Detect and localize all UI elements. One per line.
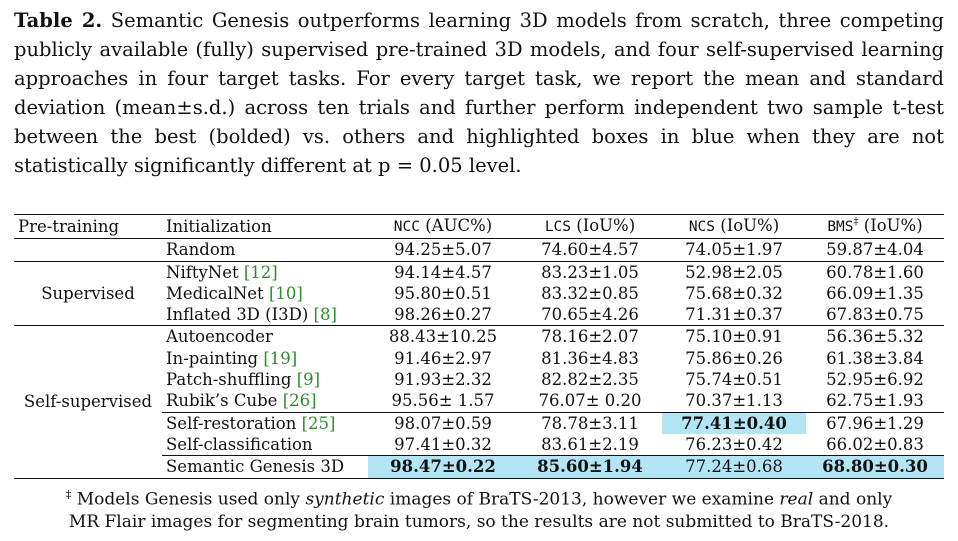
cell-ncs-best-highlighted: 77.41±0.40: [662, 411, 806, 434]
table-row: Patch-shuffling [9] 91.93±2.32 82.82±2.3…: [14, 369, 944, 390]
citation-link[interactable]: [8]: [313, 305, 337, 325]
cell-ncs: 75.74±0.51: [685, 370, 783, 390]
cell-lcs: 83.23±1.05: [541, 262, 639, 282]
citation-link[interactable]: [19]: [263, 348, 298, 368]
table-row: Self-restoration [25] 98.07±0.59 78.78±3…: [14, 411, 944, 434]
row-initialization: In-painting [19]: [166, 348, 298, 368]
cell-lcs: 78.78±3.11: [518, 411, 662, 434]
cell-bms: 61.38±3.84: [826, 348, 924, 368]
row-initialization: Semantic Genesis 3D: [162, 455, 368, 479]
table-header: Pre-training Initialization NCC (AUC%) L…: [14, 214, 944, 239]
header-ncc: NCC (AUC%): [393, 216, 493, 235]
cell-ncs: 75.68±0.32: [685, 283, 783, 303]
cell-lcs: 82.82±2.35: [541, 370, 639, 390]
table-row: Semantic Genesis 3D 98.47±0.22 85.60±1.9…: [14, 455, 944, 479]
cell-bms: 60.78±1.60: [826, 262, 924, 282]
table-row: MedicalNet [10] 95.80±0.51 83.32±0.85 75…: [14, 283, 944, 304]
cell-lcs: 81.36±4.83: [541, 348, 639, 368]
table-row: Random 94.25±5.07 74.60±4.57 74.05±1.97 …: [14, 239, 944, 261]
table-row: Supervised NiftyNet [12] 94.14±4.57 83.2…: [14, 261, 944, 303]
cell-bms: 52.95±6.92: [826, 370, 924, 390]
table-row: Rubik’s Cube [26] 95.56± 1.57 76.07± 0.2…: [14, 390, 944, 412]
cell-lcs: 74.60±4.57: [541, 240, 639, 260]
results-table: Pre-training Initialization NCC (AUC%) L…: [14, 214, 944, 479]
cell-bms: 62.75±1.93: [826, 391, 924, 411]
cell-bms: 67.83±0.75: [826, 305, 924, 325]
cell-ncs: 76.23±0.42: [685, 434, 783, 454]
cell-lcs: 78.16±2.07: [541, 327, 639, 347]
cell-ncc: 95.56± 1.57: [391, 391, 495, 411]
header-initialization: Initialization: [166, 217, 272, 236]
cell-ncs: 52.98±2.05: [685, 262, 783, 282]
citation-link[interactable]: [25]: [301, 413, 336, 433]
cell-ncs: 71.31±0.37: [685, 305, 783, 325]
cell-ncc: 98.26±0.27: [394, 305, 492, 325]
table-caption: Table 2. Semantic Genesis outperforms le…: [14, 6, 944, 180]
group-baseline: Random 94.25±5.07 74.60±4.57 74.05±1.97 …: [14, 239, 944, 262]
cell-ncs: 75.86±0.26: [685, 348, 783, 368]
citation-link[interactable]: [26]: [282, 391, 317, 411]
cell-ncs-highlighted: 77.24±0.68: [662, 455, 806, 479]
group-label: [14, 239, 162, 261]
row-initialization: Random: [166, 240, 236, 260]
cell-bms-best-highlighted: 68.80±0.30: [806, 455, 944, 479]
table-row: Inflated 3D (I3D) [8] 98.26±0.27 70.65±4…: [14, 304, 944, 326]
group-self-supervised: Self-supervised Autoencoder 88.43±10.25 …: [14, 326, 944, 479]
header-lcs: LCS (IoU%): [544, 216, 636, 235]
cell-lcs: 70.65±4.26: [541, 305, 639, 325]
row-initialization: Self-classification: [166, 434, 313, 454]
cell-lcs: 83.32±0.85: [541, 283, 639, 303]
cell-ncc-best-highlighted: 98.47±0.22: [368, 455, 518, 479]
citation-link[interactable]: [9]: [296, 370, 321, 390]
cell-bms: 66.09±1.35: [826, 283, 924, 303]
table-row: Self-supervised Autoencoder 88.43±10.25 …: [14, 326, 944, 411]
cell-ncc: 88.43±10.25: [388, 327, 498, 347]
row-initialization: Patch-shuffling [9]: [166, 370, 321, 390]
cell-ncs: 74.05±1.97: [685, 240, 783, 260]
caption-text: Semantic Genesis outperforms learning 3D…: [14, 9, 945, 177]
footnote-line-1: ‡ Models Genesis used only synthetic ima…: [65, 488, 893, 510]
row-initialization: Autoencoder: [166, 327, 273, 347]
cell-ncc: 91.46±2.97: [394, 348, 492, 368]
row-initialization: MedicalNet [10]: [166, 283, 303, 303]
cell-ncc: 97.41±0.32: [394, 434, 492, 454]
group-label: Supervised: [41, 283, 135, 303]
cell-lcs-best-highlighted: 85.60±1.94: [518, 455, 662, 479]
cell-ncc: 94.14±4.57: [394, 262, 492, 282]
table-footnote: ‡ Models Genesis used only synthetic ima…: [14, 484, 944, 533]
table-row: In-painting [19] 91.46±2.97 81.36±4.83 7…: [14, 348, 944, 369]
header-pretraining: Pre-training: [18, 217, 120, 236]
row-initialization: Rubik’s Cube [26]: [166, 391, 317, 411]
row-initialization: Inflated 3D (I3D) [8]: [166, 305, 337, 325]
cell-bms: 67.96±1.29: [806, 411, 944, 434]
citation-link[interactable]: [12]: [243, 262, 278, 282]
cell-ncc: 91.93±2.32: [394, 370, 492, 390]
row-initialization: Self-restoration [25]: [162, 411, 368, 434]
group-label: Self-supervised: [23, 392, 153, 412]
footnote-line-2: MR Flair images for segmenting brain tum…: [68, 511, 890, 532]
cell-ncs: 75.10±0.91: [685, 327, 783, 347]
cell-ncc: 95.80±0.51: [394, 283, 492, 303]
caption-label: Table 2.: [14, 9, 103, 32]
cell-bms: 59.87±4.04: [826, 240, 924, 260]
header-ncs: NCS (IoU%): [688, 216, 780, 235]
header-bms: BMS‡ (IoU%): [827, 216, 923, 235]
results-table-container: Pre-training Initialization NCC (AUC%) L…: [14, 214, 944, 479]
cell-ncc: 94.25±5.07: [394, 240, 492, 260]
cell-ncc: 98.07±0.59: [368, 411, 518, 434]
cell-ncs: 70.37±1.13: [685, 391, 783, 411]
cell-lcs: 76.07± 0.20: [538, 391, 642, 411]
row-initialization: NiftyNet [12]: [166, 262, 278, 282]
group-supervised: Supervised NiftyNet [12] 94.14±4.57 83.2…: [14, 261, 944, 326]
cell-bms: 66.02±0.83: [826, 434, 924, 454]
cell-lcs: 83.61±2.19: [541, 434, 639, 454]
table-row: Self-classification 97.41±0.32 83.61±2.1…: [14, 434, 944, 456]
cell-bms: 56.36±5.32: [826, 327, 924, 347]
citation-link[interactable]: [10]: [268, 283, 303, 303]
